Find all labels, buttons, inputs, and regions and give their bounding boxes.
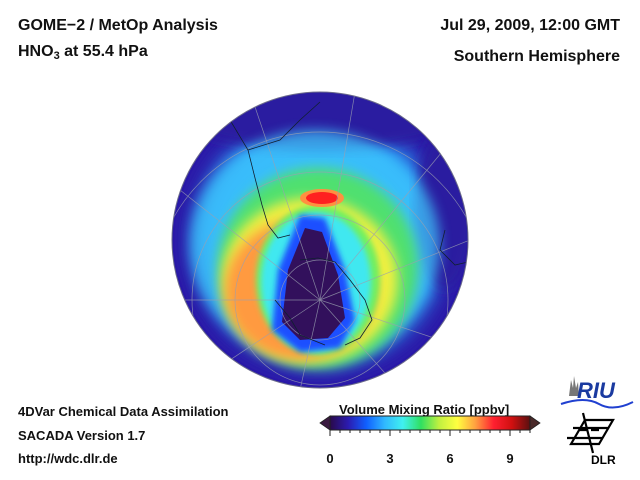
colorbar-tick-9: 9	[506, 451, 514, 466]
map-title: GOME−2 / MetOp Analysis	[18, 17, 218, 34]
colorbar-tick-0: 0	[326, 451, 334, 466]
pressure-level: at 55.4 hPa	[59, 43, 148, 60]
map-subtitle: HNO3 at 55.4 hPa	[18, 43, 148, 62]
footer-url[interactable]: http://wdc.dlr.de	[18, 451, 118, 466]
colorbar	[319, 415, 541, 436]
riu-logo: RIU	[560, 376, 634, 409]
footer-version: SACADA Version 1.7	[18, 428, 146, 443]
logos: RIU DLR	[560, 376, 634, 467]
colorbar-tick-3: 3	[386, 451, 394, 466]
colorbar-under-arrow	[319, 415, 331, 431]
colorbar-gradient	[329, 415, 531, 431]
colorbar-tick-6: 6	[446, 451, 454, 466]
colorbar-over-arrow	[529, 415, 541, 431]
riu-logo-text: RIU	[577, 378, 616, 403]
colorbar-ticks	[329, 430, 531, 436]
colorbar-title: Volume Mixing Ratio [ppbv]	[339, 402, 510, 417]
species-subscript: 3	[53, 50, 60, 62]
hemisphere-label: Southern Hemisphere	[453, 48, 620, 65]
footer-method: 4DVar Chemical Data Assimilation	[18, 404, 229, 419]
globe-outline	[171, 91, 469, 389]
species-name: HNO	[18, 43, 54, 60]
dlr-logo-text: DLR	[591, 453, 616, 467]
dlr-logo	[567, 412, 615, 454]
date-label: Jul 29, 2009, 12:00 GMT	[440, 17, 620, 34]
